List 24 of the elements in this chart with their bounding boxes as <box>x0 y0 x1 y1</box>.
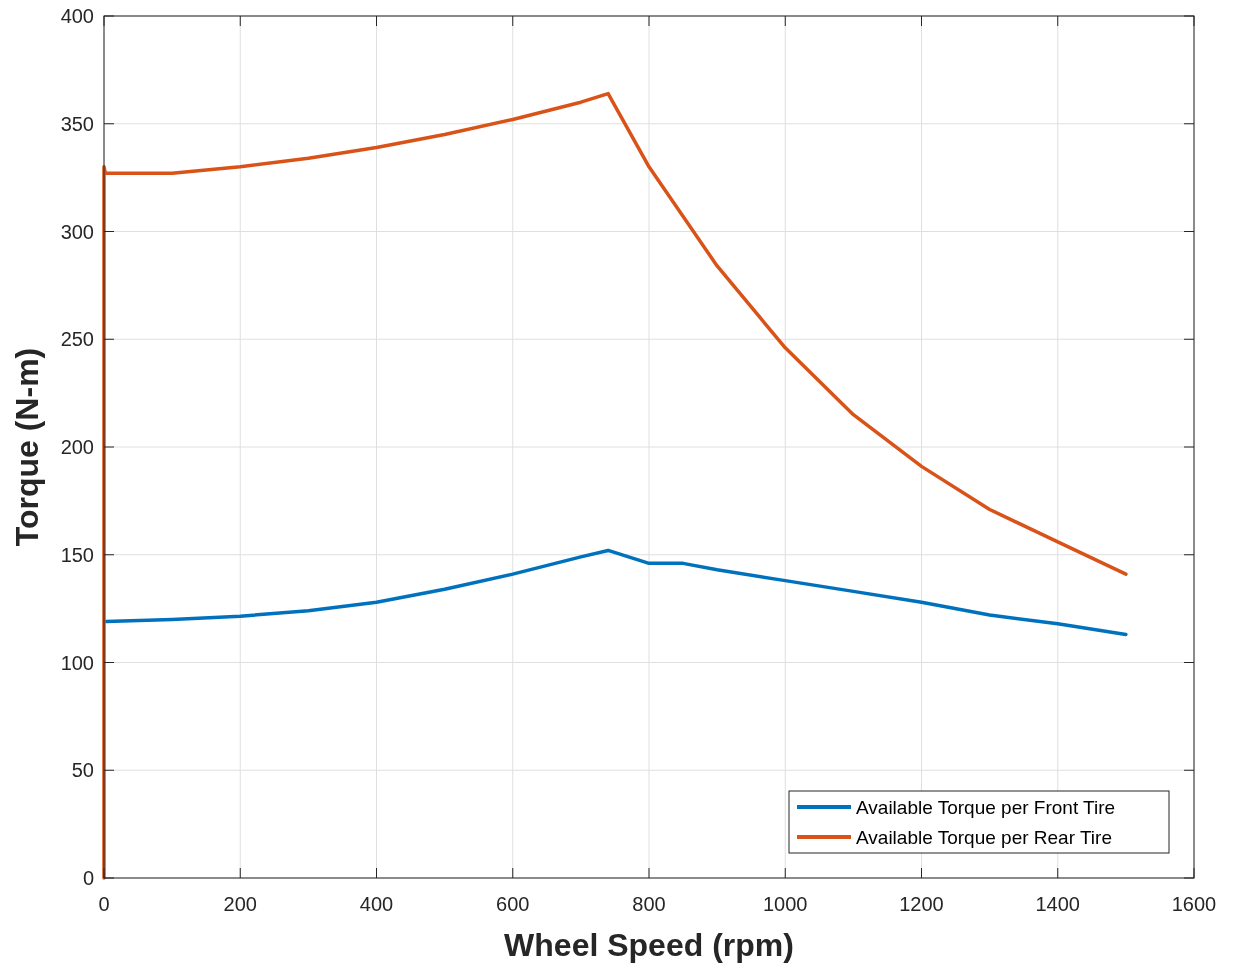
legend-label: Available Torque per Rear Tire <box>856 827 1112 848</box>
y-tick-label: 0 <box>82 867 94 889</box>
y-tick-label: 50 <box>71 759 94 782</box>
y-tick-label: 100 <box>60 651 94 674</box>
x-tick-label: 800 <box>632 893 666 915</box>
y-tick-label: 350 <box>60 112 94 135</box>
x-tick-label: 1400 <box>1035 893 1080 915</box>
x-tick-label: 1600 <box>1171 893 1217 915</box>
y-tick-label: 250 <box>60 328 94 351</box>
x-tick-label: 0 <box>98 893 110 915</box>
y-tick-label: 150 <box>60 543 94 566</box>
y-axis-title: Torque (N-m) <box>9 347 45 547</box>
x-tick-label: 600 <box>496 893 530 915</box>
line-series <box>102 91 1128 880</box>
x-tick-label: 1000 <box>763 893 808 915</box>
line-series <box>104 548 1128 637</box>
x-tick-label: 1200 <box>899 893 944 915</box>
legend-label: Available Torque per Front Tire <box>856 797 1116 818</box>
y-tick-label: 400 <box>60 5 94 27</box>
x-tick-label: 200 <box>223 893 257 915</box>
x-axis-title: Wheel Speed (rpm) <box>504 927 794 963</box>
y-tick-label: 300 <box>60 220 94 243</box>
y-tick-label: 200 <box>60 436 94 458</box>
x-tick-label: 400 <box>359 893 394 915</box>
